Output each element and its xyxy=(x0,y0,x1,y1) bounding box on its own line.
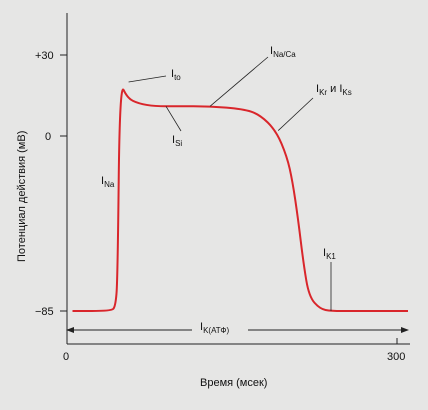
ikr-iks-label: IKr и IKs xyxy=(316,83,352,97)
ikatp-arrowhead-left xyxy=(66,327,74,333)
ikatp-label: IK(АТФ) xyxy=(200,321,229,335)
x-tick-label-300: 300 xyxy=(387,351,405,363)
y-axis-label: Потенциал действия (мВ) xyxy=(16,131,28,262)
x-tick-label-0: 0 xyxy=(63,351,69,363)
y-tick-label-85: −85 xyxy=(35,306,54,318)
ikr-iks-leader-line xyxy=(277,97,314,131)
ikatp-arrowhead-right xyxy=(401,327,409,333)
y-tick-label-0: 0 xyxy=(45,131,51,143)
isi-leader-line xyxy=(165,106,182,132)
ina-label: INa xyxy=(101,175,115,189)
x-axis-label: Время (мсек) xyxy=(200,377,267,389)
action-potential-line xyxy=(72,88,408,312)
ina-ca-label: INa/Ca xyxy=(270,45,296,59)
ina-ca-leader-line xyxy=(209,56,269,107)
ito-leader-line xyxy=(128,75,167,83)
ik1-label: IK1 xyxy=(323,247,336,261)
y-tick-label-30: +30 xyxy=(35,50,54,62)
isi-label: ISi xyxy=(172,134,182,148)
ito-label: Ito xyxy=(171,68,181,82)
